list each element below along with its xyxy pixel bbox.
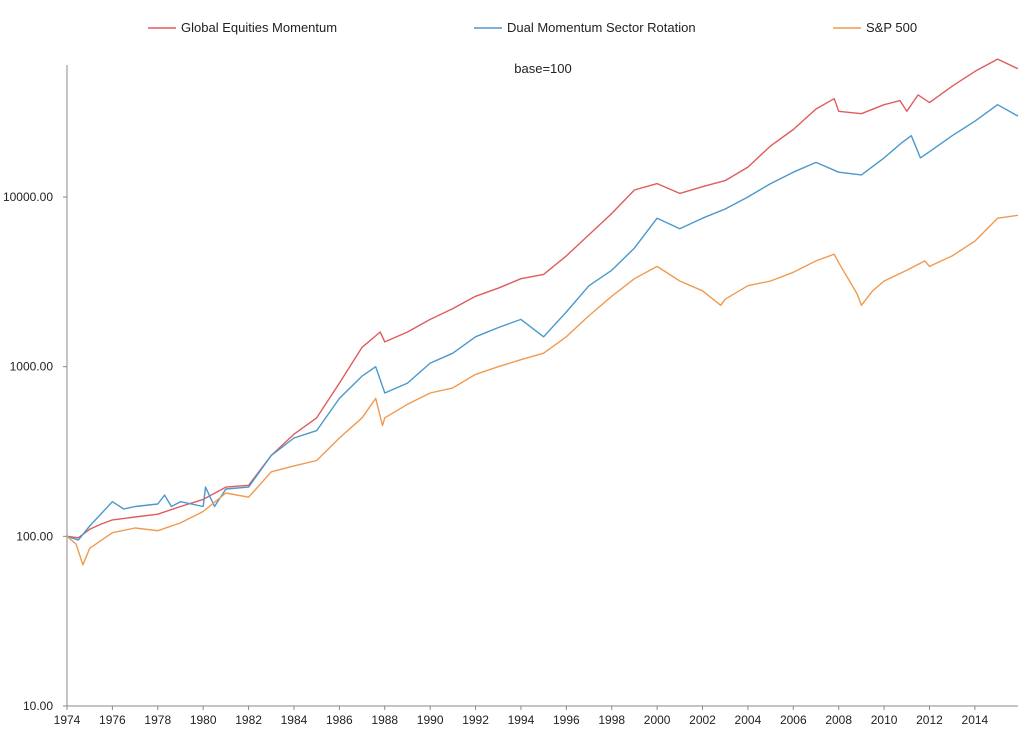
x-tick-label: 1974 — [54, 713, 81, 727]
legend-item-sp500: S&P 500 — [833, 20, 917, 35]
x-tick-label: 2000 — [644, 713, 671, 727]
series-line-dual-momentum-sector-rotation — [66, 104, 1019, 541]
legend: Global Equities Momentum Dual Momentum S… — [148, 20, 917, 35]
x-tick-label: 1990 — [417, 713, 444, 727]
x-tick-label: 2008 — [825, 713, 852, 727]
series-layer — [66, 58, 1019, 566]
x-tick-label: 1980 — [190, 713, 217, 727]
x-tick-label: 2004 — [735, 713, 762, 727]
legend-label-global-equities-momentum: Global Equities Momentum — [181, 20, 337, 35]
x-tick-label: 1992 — [462, 713, 489, 727]
x-tick-label: 1984 — [281, 713, 308, 727]
x-tick-label: 2012 — [916, 713, 943, 727]
legend-item-dual-momentum-sector-rotation: Dual Momentum Sector Rotation — [474, 20, 696, 35]
y-tick-label: 10.00 — [23, 699, 53, 713]
legend-label-dual-momentum-sector-rotation: Dual Momentum Sector Rotation — [507, 20, 696, 35]
legend-label-sp500: S&P 500 — [866, 20, 917, 35]
x-tick-label: 1988 — [371, 713, 398, 727]
chart-subtitle: base=100 — [514, 61, 571, 76]
x-tick-label: 1986 — [326, 713, 353, 727]
x-tick-label: 1982 — [235, 713, 262, 727]
x-tick-label: 1976 — [99, 713, 126, 727]
y-tick-label: 1000.00 — [10, 360, 54, 374]
series-line-global-equities-momentum — [66, 58, 1019, 539]
legend-item-global-equities-momentum: Global Equities Momentum — [148, 20, 337, 35]
x-tick-label: 1998 — [598, 713, 625, 727]
series-line-sp-500 — [66, 214, 1019, 566]
y-tick-label: 100.00 — [16, 529, 53, 543]
y-tick-label: 10000.00 — [3, 190, 53, 204]
axes: 1974 1976 1978 1980 1982 1984 1986 1988 1990 1992… — [3, 65, 1018, 727]
x-tick-label: 1996 — [553, 713, 580, 727]
x-tick-label: 1994 — [508, 713, 535, 727]
x-tick-label: 2002 — [689, 713, 716, 727]
x-tick-label: 2006 — [780, 713, 807, 727]
x-tick-label: 2014 — [962, 713, 989, 727]
x-tick-label: 2010 — [871, 713, 898, 727]
x-tick-label: 1978 — [144, 713, 171, 727]
